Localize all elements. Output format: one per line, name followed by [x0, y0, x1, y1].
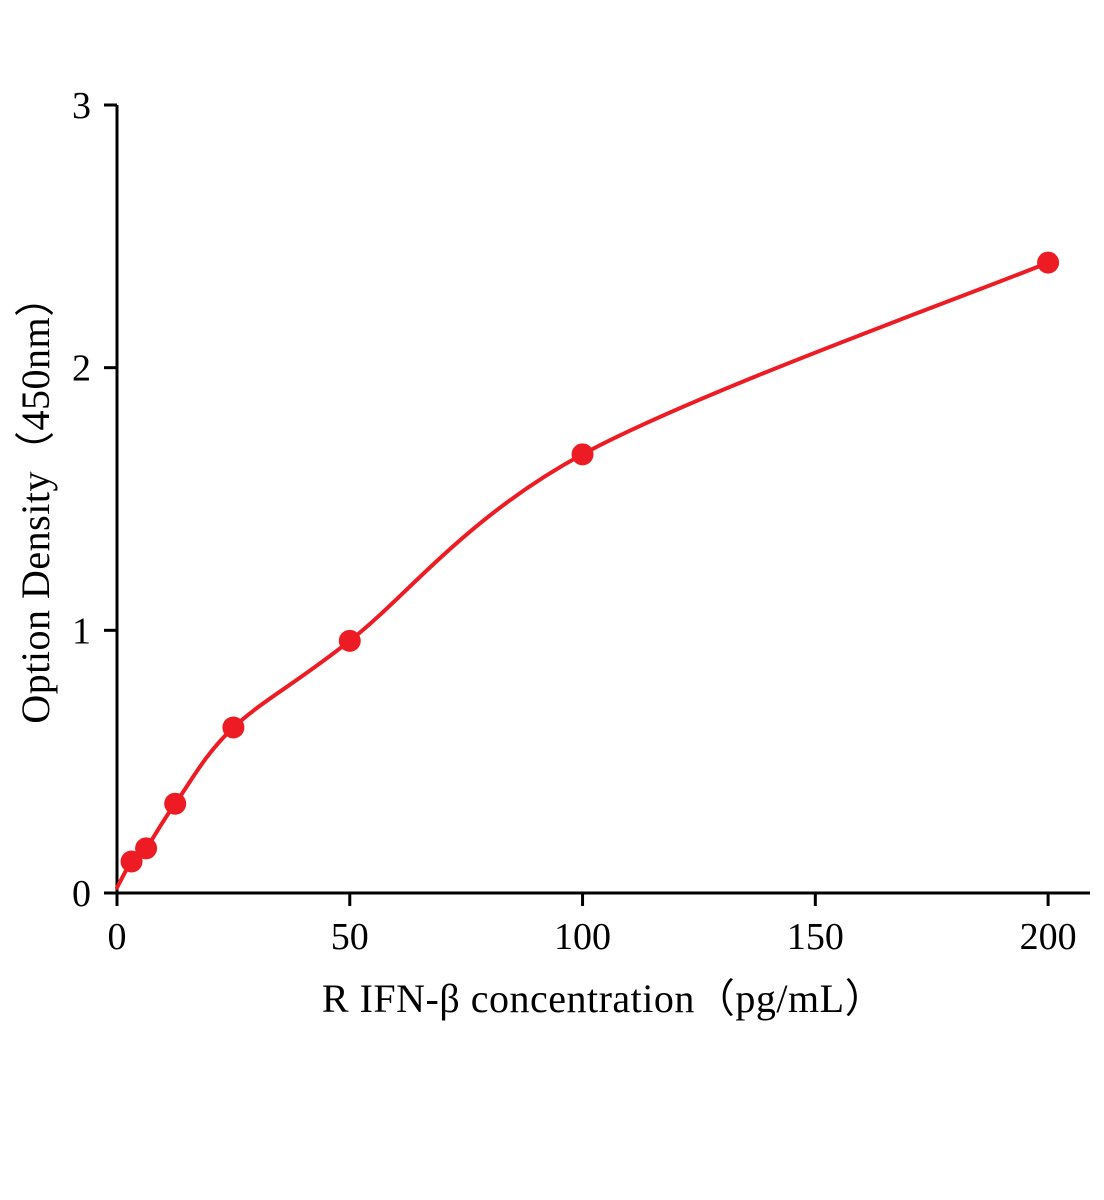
data-point: [135, 837, 158, 860]
x-axis-title: R IFN-β concentration（pg/mL）: [321, 976, 886, 1021]
fit-curve: [115, 260, 1051, 890]
y-tick-label: 0: [72, 873, 91, 915]
x-tick-label: 200: [1020, 916, 1077, 958]
data-point: [164, 792, 187, 815]
y-tick-label: 3: [72, 85, 91, 127]
x-tick-label: 150: [787, 916, 844, 958]
x-tick-label: 0: [108, 916, 127, 958]
y-tick-label: 1: [72, 610, 91, 652]
data-point: [222, 716, 245, 739]
y-axis-title: Option Density（450nm）: [13, 276, 58, 724]
y-tick-label: 2: [72, 348, 91, 390]
x-tick-label: 50: [331, 916, 369, 958]
data-point: [338, 629, 361, 652]
data-point: [120, 850, 143, 873]
data-point: [571, 443, 594, 466]
data-point: [1037, 251, 1060, 274]
x-tick-label: 100: [554, 916, 611, 958]
